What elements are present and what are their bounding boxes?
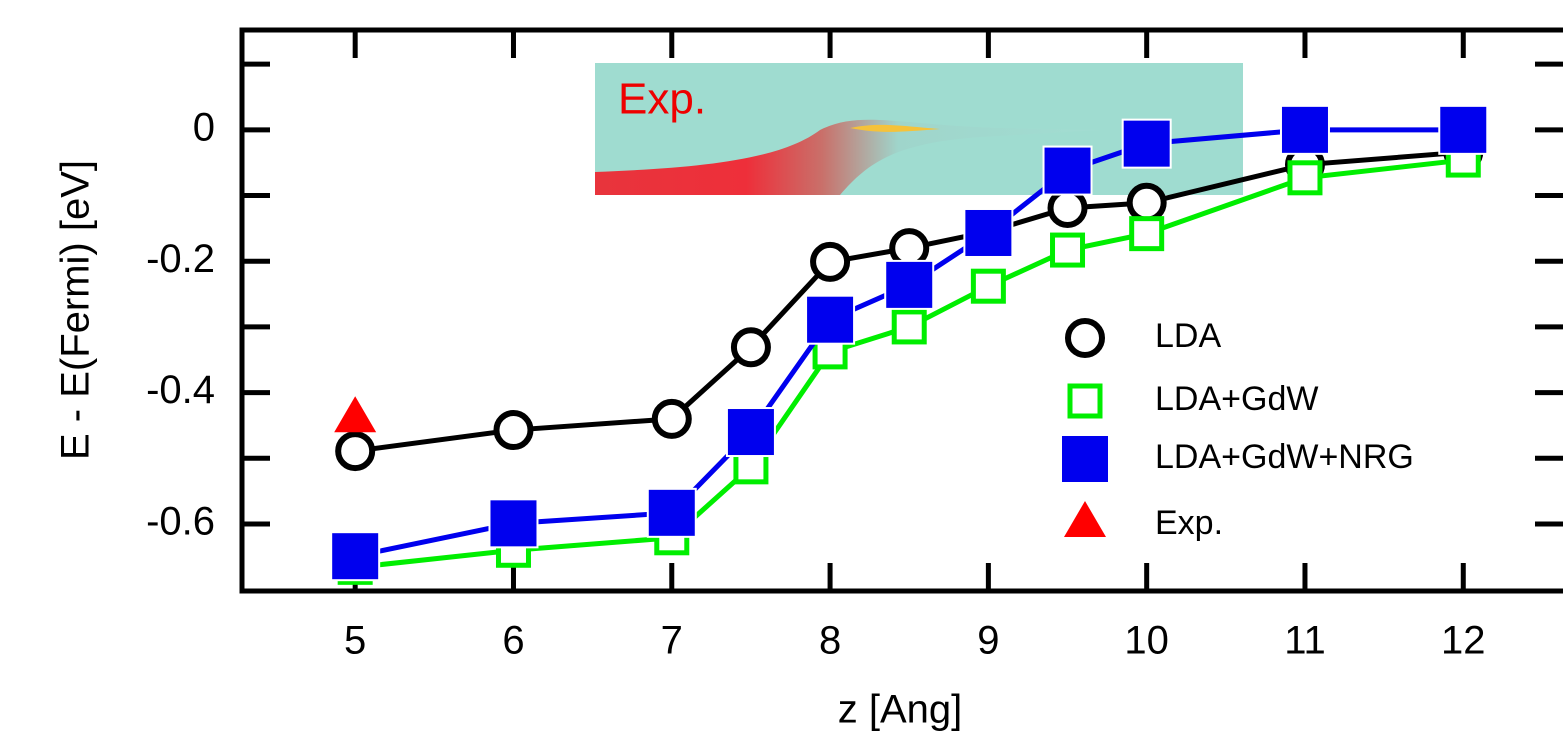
legend-label: LDA+GdW+NRG — [1155, 438, 1414, 476]
marker — [806, 296, 854, 344]
x-tick-label: 9 — [977, 619, 999, 663]
marker — [1053, 235, 1083, 265]
x-tick-label: 7 — [661, 619, 683, 663]
x-tick-label: 5 — [344, 619, 366, 663]
legend-marker — [1070, 386, 1100, 416]
marker — [885, 261, 933, 309]
marker — [489, 499, 537, 547]
marker — [655, 402, 689, 436]
marker — [1439, 106, 1487, 154]
x-tick-label: 10 — [1124, 619, 1169, 663]
marker — [1130, 186, 1164, 220]
marker — [813, 245, 847, 279]
x-tick-label: 8 — [819, 619, 841, 663]
marker — [1281, 106, 1329, 154]
x-tick-label: 12 — [1441, 619, 1486, 663]
y-tick-label: 0 — [193, 105, 215, 149]
marker — [973, 271, 1003, 301]
y-tick-label: -0.6 — [146, 500, 215, 544]
marker — [331, 532, 379, 580]
marker — [1290, 163, 1320, 193]
legend-marker — [1068, 321, 1102, 355]
marker — [1051, 191, 1085, 225]
legend-label: Exp. — [1155, 504, 1223, 542]
legend-marker — [1064, 501, 1106, 537]
marker — [1132, 219, 1162, 249]
legend-label: LDA+GdW — [1155, 380, 1318, 418]
legend-label: LDA — [1155, 317, 1221, 355]
marker — [727, 408, 775, 456]
x-tick-label: 6 — [502, 619, 524, 663]
x-axis-label: z [Ang] — [838, 688, 963, 732]
legend-marker — [1061, 435, 1109, 483]
marker — [734, 330, 768, 364]
marker — [894, 312, 924, 342]
chart: Exp. z [Ang] E - E(Fermi) [eV] 5 6 7 8 9 10 11… — [0, 0, 1563, 749]
y-tick-label: -0.4 — [146, 368, 215, 412]
y-axis-label: E - E(Fermi) [eV] — [54, 160, 98, 460]
marker — [1123, 120, 1171, 168]
y-tick-label: -0.2 — [146, 237, 215, 281]
marker — [338, 434, 372, 468]
marker — [648, 489, 696, 537]
marker — [334, 396, 376, 432]
marker — [1044, 147, 1092, 195]
marker — [496, 413, 530, 447]
marker — [964, 209, 1012, 257]
inset-label: Exp. — [618, 75, 706, 124]
x-tick-label: 11 — [1284, 619, 1326, 663]
